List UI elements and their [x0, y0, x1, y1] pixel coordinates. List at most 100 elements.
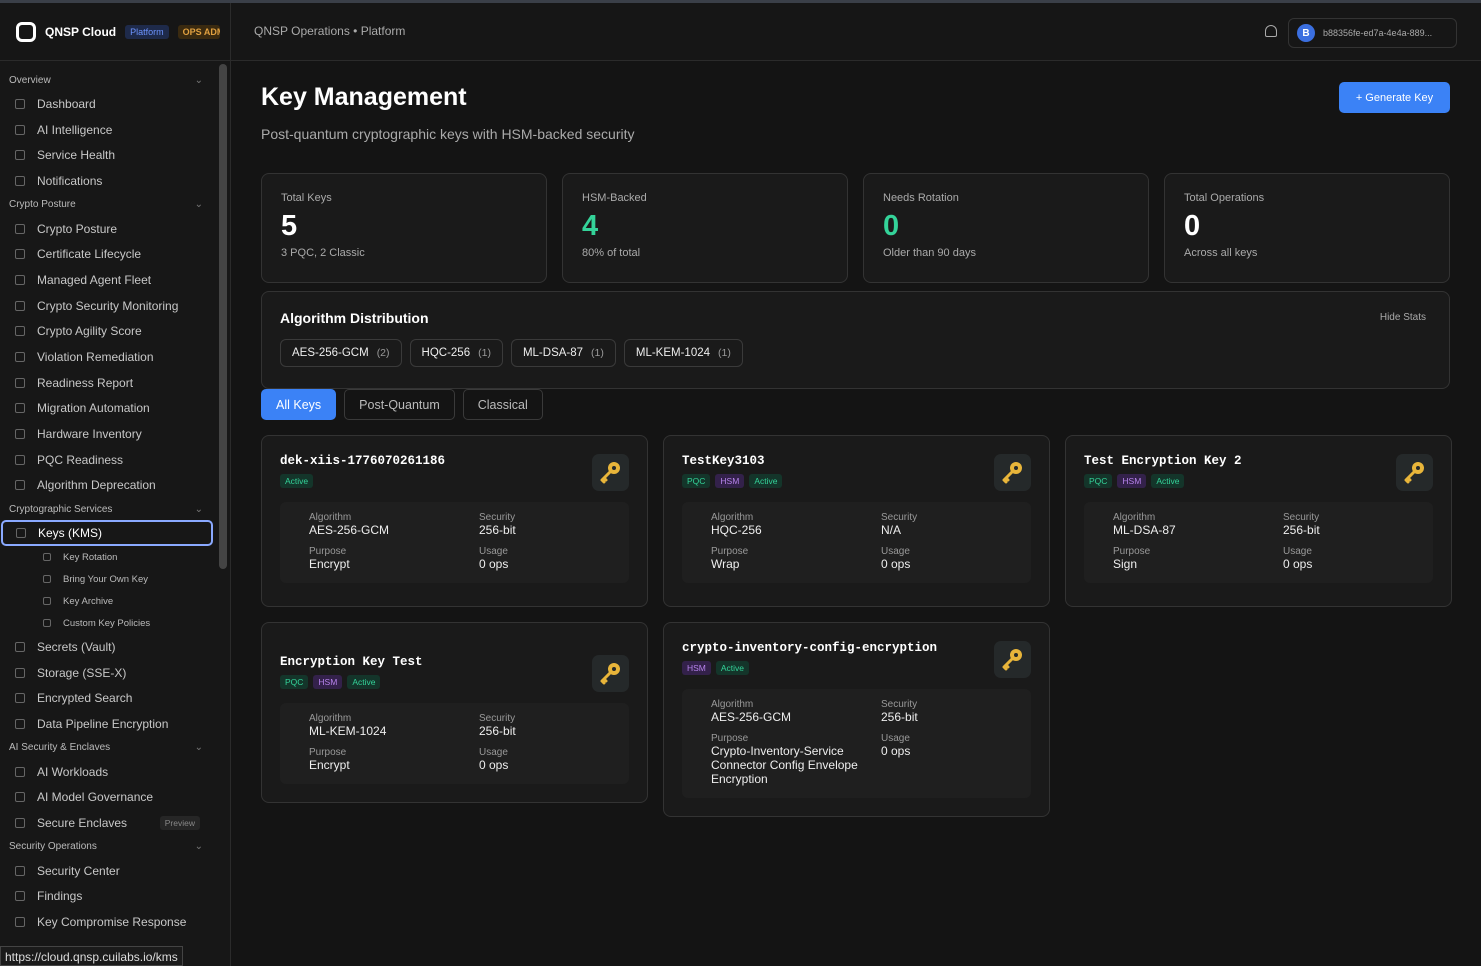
chip[interactable]: AES-256-GCM (2): [280, 339, 402, 367]
nav-item[interactable]: Findings: [0, 884, 212, 910]
nav-label: Secure Enclaves: [37, 815, 128, 830]
nav-item[interactable]: Hardware Inventory: [0, 421, 212, 447]
notifications-bell[interactable]: [1265, 25, 1277, 37]
detail-field: Usage 0 ops: [881, 733, 1041, 786]
nav-item[interactable]: Keys (KMS): [1, 520, 213, 546]
nav-item[interactable]: Crypto Agility Score: [0, 319, 212, 345]
tab[interactable]: All Keys: [261, 389, 337, 420]
chip[interactable]: ML-DSA-87 (1): [510, 339, 616, 367]
nav-item[interactable]: Crypto Posture: [0, 216, 212, 242]
key-card[interactable]: TestKey3103 PQC HSM Active Algorithm HQC-256 S…: [663, 435, 1050, 607]
key-details: Algorithm AES-256-GCM Security 256-bit Purpo…: [682, 689, 1031, 798]
nav-item[interactable]: AI Intelligence: [0, 117, 212, 143]
brand: QNSP Cloud: [45, 25, 117, 39]
section-header[interactable]: AI Security & Enclaves: [0, 737, 212, 759]
stat-note: Older than 90 days: [883, 247, 976, 259]
nav-item[interactable]: Secrets (Vault): [0, 634, 212, 660]
generate-button[interactable]: + Generate Key: [1339, 82, 1450, 113]
nav-item[interactable]: Key Compromise Response: [0, 909, 212, 935]
nav-label: Storage (SSE-X): [37, 665, 127, 680]
nav-label: Service Health: [37, 148, 116, 163]
key-card[interactable]: crypto-inventory-config-encryption HSM Act…: [663, 622, 1050, 817]
key-card[interactable]: Encryption Key Test PQC HSM Active Algorithm…: [261, 622, 648, 803]
nav-icon: [15, 429, 25, 440]
tab[interactable]: Post-Quantum: [344, 389, 455, 420]
nav-item[interactable]: Algorithm Deprecation: [0, 473, 212, 499]
field-label: Purpose: [1113, 546, 1151, 557]
nav-item[interactable]: Migration Automation: [0, 396, 212, 422]
field-value: Crypto-Inventory-Service Connector Confi…: [711, 744, 858, 786]
nav-item[interactable]: Encrypted Search: [0, 685, 212, 711]
tag: PQC: [1084, 474, 1113, 488]
chip[interactable]: HQC-256 (1): [409, 339, 503, 367]
nav-label: Crypto Posture: [37, 221, 118, 236]
nav-item[interactable]: Dashboard: [0, 91, 212, 117]
field-value: HQC-256: [711, 523, 762, 537]
hide-stats[interactable]: Hide Stats: [1379, 312, 1426, 323]
section-header[interactable]: Cryptographic Services: [0, 498, 212, 520]
nav-item[interactable]: Data Pipeline Encryption: [0, 711, 212, 737]
stat-value: 5: [281, 210, 298, 242]
stat-card: Needs Rotation 0 Older than 90 days: [863, 173, 1149, 283]
nav-icon: [15, 693, 25, 704]
sidebar: Overview Dashboard AI Intelligence Service …: [0, 61, 231, 966]
chip-count: (1): [591, 347, 604, 359]
nav-item[interactable]: Readiness Report: [0, 370, 212, 396]
key-card[interactable]: dek-xiis-1776070261186 Active Algorithm AES…: [261, 435, 648, 607]
nav-item[interactable]: Managed Agent Fleet: [0, 267, 212, 293]
nav-item[interactable]: Service Health: [0, 142, 212, 168]
detail-field: Algorithm AES-256-GCM: [309, 512, 479, 537]
nav-label: Violation Remediation: [37, 350, 154, 365]
distribution: Algorithm Distribution Hide Stats AES-25…: [261, 291, 1450, 389]
chip-name: AES-256-GCM: [292, 347, 369, 359]
section-header[interactable]: Crypto Posture: [0, 194, 212, 216]
key-grid: dek-xiis-1776070261186 Active Algorithm AES…: [261, 435, 1452, 817]
field-label: Algorithm: [711, 512, 754, 523]
nav-item[interactable]: Crypto Security Monitoring: [0, 293, 212, 319]
nav-item[interactable]: AI Model Governance: [0, 784, 212, 810]
breadcrumb: QNSP Operations • Platform: [254, 24, 406, 38]
sub-nav-item[interactable]: Custom Key Policies: [0, 612, 230, 634]
nav-label: Encrypted Search: [37, 691, 133, 706]
section-header[interactable]: Overview: [0, 69, 212, 91]
nav-item[interactable]: Certificate Lifecycle: [0, 241, 212, 267]
nav-label: Migration Automation: [37, 401, 150, 416]
tab[interactable]: Classical: [462, 389, 543, 420]
field-value: N/A: [881, 523, 902, 537]
tag: HSM: [313, 675, 343, 689]
scrollbar[interactable]: [219, 64, 227, 569]
nav-icon: [15, 641, 25, 652]
key-card[interactable]: Test Encryption Key 2 PQC HSM Active Algorit…: [1065, 435, 1452, 607]
nav-item[interactable]: Violation Remediation: [0, 344, 212, 370]
subtitle: Post-quantum cryptographic keys with HSM…: [261, 126, 635, 142]
field-value: ML-DSA-87: [1113, 523, 1176, 537]
sub-nav-item[interactable]: Bring Your Own Key: [0, 568, 230, 590]
nav-icon: [15, 98, 25, 109]
nav-icon: [43, 597, 51, 605]
section-header[interactable]: Security Operations: [0, 836, 212, 858]
nav-item[interactable]: AI Workloads: [0, 759, 212, 785]
field-label: Algorithm: [1113, 512, 1156, 523]
nav-label: Crypto Agility Score: [37, 324, 142, 339]
tag: PQC: [682, 474, 711, 488]
avatar: B: [1297, 24, 1315, 42]
chips: AES-256-GCM (2) HQC-256 (1) ML-DSA-87 (1) ML-K…: [280, 339, 1431, 367]
nav-icon: [43, 619, 51, 627]
nav-item[interactable]: Secure Enclaves Preview: [0, 810, 212, 836]
sub-nav-item[interactable]: Key Rotation: [0, 546, 230, 568]
nav-item[interactable]: Notifications: [0, 168, 212, 194]
key-details: Algorithm HQC-256 Security N/A Purpose Wrap Us…: [682, 502, 1031, 583]
stat-note: 3 PQC, 2 Classic: [281, 247, 365, 259]
stats: Total Keys 5 3 PQC, 2 Classic HSM-Backed 4 80…: [261, 173, 1450, 283]
nav-label: Key Rotation: [63, 551, 118, 563]
distribution-title: Algorithm Distribution: [280, 310, 429, 326]
nav-item[interactable]: Storage (SSE-X): [0, 660, 212, 686]
chip[interactable]: ML-KEM-1024 (1): [623, 339, 743, 367]
nav-item[interactable]: PQC Readiness: [0, 447, 212, 473]
nav-label: Dashboard: [37, 96, 96, 111]
sub-nav-item[interactable]: Key Archive: [0, 590, 230, 612]
nav-item[interactable]: Security Center: [0, 858, 212, 884]
nav-icon: [15, 124, 25, 135]
key-details: Algorithm AES-256-GCM Security 256-bit Purpo…: [280, 502, 629, 583]
